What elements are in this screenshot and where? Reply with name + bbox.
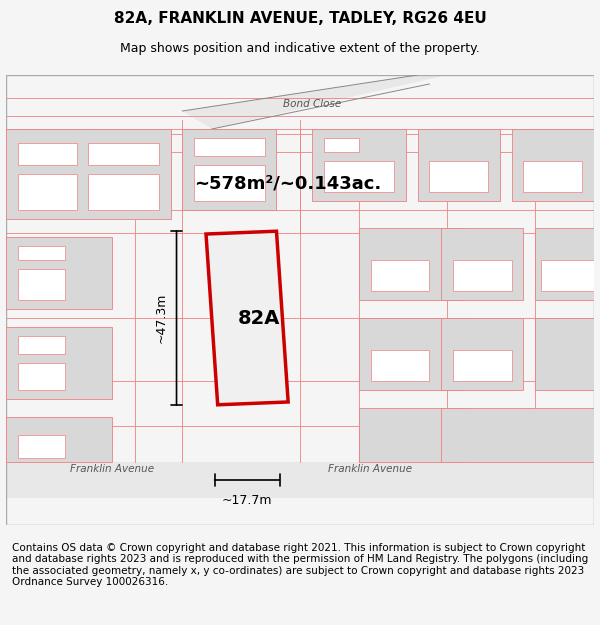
Bar [18, 435, 65, 457]
Bar [323, 138, 359, 151]
Bar [453, 349, 512, 381]
Bar [323, 161, 394, 192]
Bar [359, 318, 464, 390]
Text: Bond Close: Bond Close [283, 99, 341, 109]
Bar [6, 237, 112, 309]
Bar [523, 161, 582, 192]
Bar [182, 129, 277, 210]
Bar [6, 129, 170, 219]
Bar [18, 246, 65, 259]
Bar [18, 142, 77, 165]
Text: 82A: 82A [238, 309, 280, 328]
Polygon shape [206, 231, 288, 405]
Bar [6, 75, 594, 525]
Text: 82A, FRANKLIN AVENUE, TADLEY, RG26 4EU: 82A, FRANKLIN AVENUE, TADLEY, RG26 4EU [113, 11, 487, 26]
Bar [453, 259, 512, 291]
Bar [441, 318, 523, 390]
Text: ~47.3m: ~47.3m [155, 292, 168, 343]
Bar [0, 462, 600, 498]
Bar [371, 349, 430, 381]
Bar [512, 129, 594, 201]
Bar [18, 336, 65, 354]
Bar [18, 174, 77, 210]
Bar [430, 161, 488, 192]
Bar [6, 417, 112, 462]
Text: ~578m²/~0.143ac.: ~578m²/~0.143ac. [194, 174, 382, 192]
Bar [88, 142, 159, 165]
Text: Franklin Avenue: Franklin Avenue [70, 464, 154, 474]
Polygon shape [182, 75, 447, 129]
Bar [441, 228, 523, 300]
Bar [18, 269, 65, 300]
Text: ~17.7m: ~17.7m [222, 494, 272, 506]
Text: Franklin Avenue: Franklin Avenue [328, 464, 413, 474]
Bar [418, 129, 500, 201]
Bar [18, 363, 65, 390]
Bar [194, 138, 265, 156]
Bar [88, 174, 159, 210]
Bar [359, 228, 464, 300]
Bar [535, 228, 600, 300]
Bar [6, 327, 112, 399]
Bar [535, 318, 600, 390]
Text: Map shows position and indicative extent of the property.: Map shows position and indicative extent… [120, 42, 480, 55]
Bar [312, 129, 406, 201]
Bar [194, 165, 265, 201]
Bar [441, 408, 600, 462]
Text: Contains OS data © Crown copyright and database right 2021. This information is : Contains OS data © Crown copyright and d… [12, 542, 588, 588]
Bar [359, 408, 464, 462]
Bar [541, 259, 594, 291]
Bar [371, 259, 430, 291]
